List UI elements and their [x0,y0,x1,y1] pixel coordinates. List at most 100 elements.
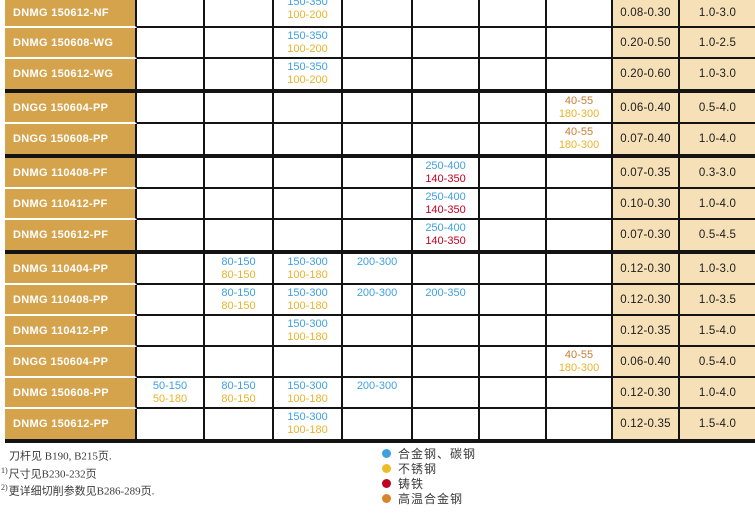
speed-cell [205,189,274,220]
feed-range-cell: 0.07-0.40 [613,124,680,158]
table-row: DNMG 150612-WG 150-350 100-200 0.20-0.60 1.0… [5,59,755,93]
speed-cell: 200-300 [343,378,413,409]
table-row: DNMG 110408-PP 80-150 80-150 150-300 100-180… [5,285,755,316]
speed-cell [480,409,547,443]
depth-range-cell: 1.5-4.0 [680,316,755,347]
speed-cell: 40-55 180-300 [547,93,613,124]
speed-range-values: 80-150 80-150 [221,378,255,406]
speed-range: 80-150 [221,287,256,299]
speed-range-values: 150-350 100-200 [287,28,327,56]
speed-range-values: 200-300 [357,378,397,393]
speed-cell [343,316,413,347]
speed-range-values: 200-300 [357,254,397,269]
speed-cell [547,0,613,28]
speed-range: 100-180 [287,331,328,343]
speed-range: 140-350 [425,204,466,216]
speed-cell [480,378,547,409]
speed-cell: 200-350 [413,285,480,316]
feed-range-cell: 0.06-0.40 [613,347,680,378]
speed-range-values: 250-400 140-350 [425,158,465,186]
insert-name-cell: DNMG 150612-PF [5,220,137,254]
table-row: DNMG 110408-PF 250-400 140-350 0.07-0.35 0.3… [5,158,755,189]
speed-cell [205,59,274,93]
speed-range-values: 250-400 140-350 [425,220,465,248]
speed-cell: 50-150 50-180 [137,378,205,409]
speed-cell [137,254,205,285]
insert-cutting-parameters-table: DNMG 150612-NF 150-350 100-200 0.08-0.30 1.0… [5,0,755,443]
speed-cell [343,189,413,220]
speed-range-values: 150-300 100-180 [287,254,327,282]
speed-cell [480,158,547,189]
speed-range-values: 50-150 50-180 [153,378,187,406]
speed-range: 150-350 [287,0,328,8]
speed-cell [137,316,205,347]
speed-cell [137,124,205,158]
speed-range: 250-400 [425,222,466,234]
speed-cell [480,347,547,378]
speed-range: 200-300 [356,380,398,392]
speed-cell [547,189,613,220]
depth-range-cell: 0.5-4.5 [680,220,755,254]
speed-cell [137,158,205,189]
speed-cell [205,347,274,378]
speed-cell [205,28,274,59]
material-color-dot-icon [382,464,391,473]
speed-cell [274,124,343,158]
footnote-toolholder: 刀杆见 B190, B215页. [1,446,154,464]
speed-cell: 150-350 100-200 [274,59,343,93]
speed-range: 140-350 [425,173,466,185]
speed-range: 80-150 [221,380,256,392]
speed-range: 40-55 [564,126,594,138]
table-row: DNMG 150612-PF 250-400 140-350 0.07-0.30 0.5… [5,220,755,254]
speed-cell: 250-400 140-350 [413,220,480,254]
insert-name-cell: DNMG 150612-WG [5,59,137,93]
feed-range-cell: 0.06-0.40 [613,93,680,124]
material-color-dot-icon [382,479,391,488]
speed-range: 250-400 [425,160,466,172]
speed-range: 180-300 [558,108,600,120]
speed-cell [480,254,547,285]
speed-cell [137,285,205,316]
speed-range: 50-180 [152,393,188,405]
speed-range-values: 40-55 180-300 [559,93,599,121]
speed-range: 150-300 [287,411,328,423]
legend-label: 铸铁 [398,477,425,491]
insert-name-cell: DNMG 110408-PF [5,158,137,189]
feed-range-cell: 0.07-0.30 [613,220,680,254]
speed-range-values: 150-300 100-180 [287,409,327,437]
legend-item: 不锈钢 [382,461,476,476]
insert-table-body: DNMG 150612-NF 150-350 100-200 0.08-0.30 1.0… [5,0,755,443]
speed-cell [343,409,413,443]
speed-cell [274,158,343,189]
insert-name-cell: DNGG 150604-PP [5,93,137,124]
speed-range-values: 150-300 100-180 [287,378,327,406]
speed-cell: 40-55 180-300 [547,124,613,158]
depth-range-cell: 1.0-4.0 [680,378,755,409]
speed-range-values: 40-55 180-300 [559,124,599,152]
speed-cell [413,409,480,443]
speed-cell [137,59,205,93]
speed-cell [137,28,205,59]
speed-cell [547,285,613,316]
feed-range-cell: 0.12-0.30 [613,285,680,316]
depth-range-cell: 0.3-3.0 [680,158,755,189]
speed-cell [205,409,274,443]
feed-range-cell: 0.12-0.35 [613,316,680,347]
speed-range-values: 150-350 100-200 [287,0,327,22]
speed-cell [343,28,413,59]
footnote-detailed-parameters: 2)更详细切削参数见B286-289页. [1,481,154,499]
speed-cell [413,59,480,93]
speed-cell [547,378,613,409]
speed-cell: 150-350 100-200 [274,28,343,59]
footnote-sup: 1) [1,465,8,475]
speed-cell: 250-400 140-350 [413,158,480,189]
footnote-text: 刀杆见 B190, B215页. [9,450,112,463]
speed-cell [205,316,274,347]
speed-cell [480,0,547,28]
speed-range-values: 250-400 140-350 [425,189,465,217]
table-row: DNGG 150608-PP 40-55 180-300 0.07-0.40 1.0-4… [5,124,755,158]
speed-cell [274,347,343,378]
speed-cell: 150-300 100-180 [274,378,343,409]
speed-cell: 150-300 100-180 [274,285,343,316]
speed-range: 150-300 [287,318,328,330]
